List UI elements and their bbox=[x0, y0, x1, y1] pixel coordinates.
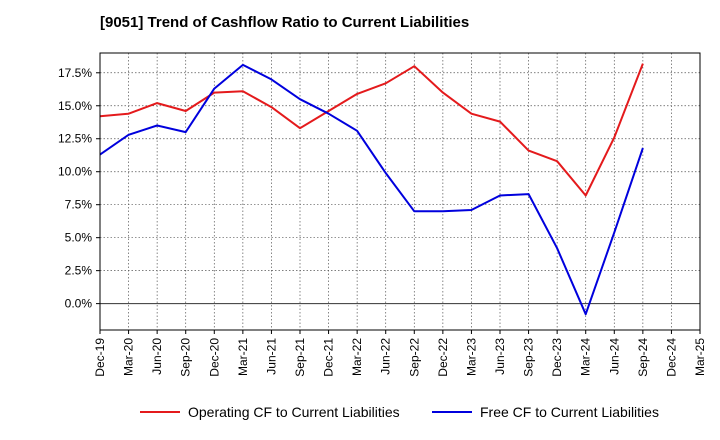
y-tick-label: 0.0% bbox=[65, 297, 93, 311]
y-tick-label: 17.5% bbox=[58, 66, 92, 80]
legend-label: Operating CF to Current Liabilities bbox=[188, 404, 400, 420]
x-tick-label: Jun-23 bbox=[493, 338, 507, 375]
y-tick-label: 15.0% bbox=[58, 99, 92, 113]
line-chart: 0.0% 2.5% 5.0% 7.5% 10.0% 12.5% 15.0% 17.5% Dec… bbox=[58, 52, 707, 377]
legend-item-operating-cf: Operating CF to Current Liabilities bbox=[140, 404, 400, 420]
x-tick-label: Mar-24 bbox=[579, 338, 593, 376]
x-tick-label: Mar-21 bbox=[236, 338, 250, 376]
x-tick-label: Mar-22 bbox=[350, 338, 364, 376]
y-axis: 0.0% 2.5% 5.0% 7.5% 10.0% 12.5% 15.0% 17.5% bbox=[58, 66, 100, 311]
y-tick-label: 12.5% bbox=[58, 132, 92, 146]
series-line-free-cf bbox=[99, 63, 644, 316]
y-tick-label: 7.5% bbox=[65, 198, 93, 212]
y-tick-label: 5.0% bbox=[65, 231, 93, 245]
y-tick-label: 10.0% bbox=[58, 165, 92, 179]
x-axis: Dec-19 Mar-20 Jun-20 Sep-20 Dec-20 Mar-21 Jun-… bbox=[93, 330, 707, 377]
x-tick-label: Mar-25 bbox=[693, 338, 707, 376]
x-tick-label: Sep-21 bbox=[293, 338, 307, 377]
x-tick-label: Dec-22 bbox=[436, 338, 450, 377]
legend-label: Free CF to Current Liabilities bbox=[480, 404, 659, 420]
series-lines bbox=[99, 63, 644, 316]
x-tick-label: Dec-20 bbox=[207, 338, 221, 377]
x-tick-label: Sep-20 bbox=[179, 338, 193, 377]
x-tick-label: Jun-24 bbox=[607, 338, 621, 375]
legend-item-free-cf: Free CF to Current Liabilities bbox=[432, 404, 659, 420]
y-tick-label: 2.5% bbox=[65, 264, 93, 278]
x-tick-label: Dec-19 bbox=[93, 338, 107, 377]
x-tick-label: Jun-21 bbox=[264, 338, 278, 375]
x-tick-label: Dec-23 bbox=[550, 338, 564, 377]
x-tick-label: Jun-20 bbox=[150, 338, 164, 375]
x-tick-label: Mar-20 bbox=[122, 338, 136, 376]
x-tick-label: Sep-22 bbox=[407, 338, 421, 377]
x-tick-label: Mar-23 bbox=[464, 338, 478, 376]
legend-swatch bbox=[432, 411, 472, 413]
x-tick-label: Dec-24 bbox=[664, 338, 678, 377]
plot-frame bbox=[99, 52, 701, 331]
legend: Operating CF to Current Liabilities Free… bbox=[0, 404, 720, 426]
legend-swatch bbox=[140, 411, 180, 413]
x-tick-label: Sep-23 bbox=[522, 338, 536, 377]
x-tick-label: Sep-24 bbox=[636, 338, 650, 377]
chart-title: [9051] Trend of Cashflow Ratio to Curren… bbox=[100, 14, 470, 31]
series-line-operating-cf bbox=[99, 63, 644, 197]
x-tick-label: Dec-21 bbox=[322, 338, 336, 377]
x-tick-label: Jun-22 bbox=[379, 338, 393, 375]
